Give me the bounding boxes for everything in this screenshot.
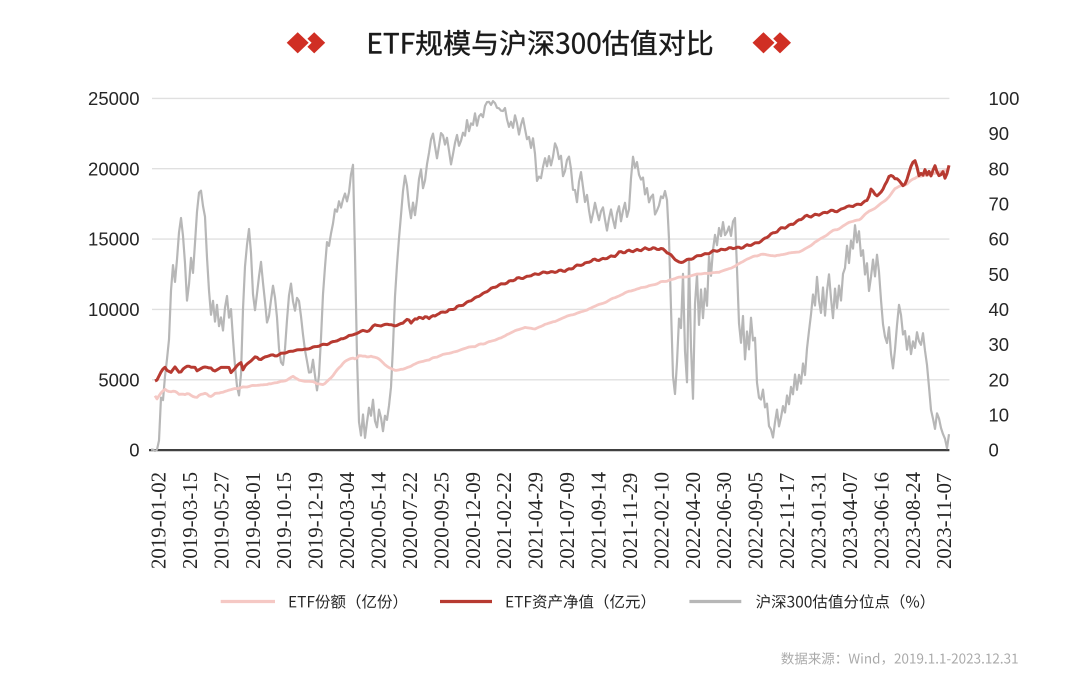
svg-text:2020-05-14: 2020-05-14 xyxy=(368,471,391,569)
svg-text:80: 80 xyxy=(989,158,1010,179)
svg-text:2020-07-22: 2020-07-22 xyxy=(399,472,422,569)
svg-text:0: 0 xyxy=(989,440,999,461)
svg-text:25000: 25000 xyxy=(88,88,139,109)
svg-text:2023-11-07: 2023-11-07 xyxy=(933,473,956,569)
svg-text:2022-04-20: 2022-04-20 xyxy=(682,472,705,569)
svg-text:2023-01-31: 2023-01-31 xyxy=(808,472,831,569)
svg-text:2021-09-14: 2021-09-14 xyxy=(588,471,611,569)
svg-text:20000: 20000 xyxy=(88,158,139,179)
svg-text:2023-08-24: 2023-08-24 xyxy=(902,471,925,569)
svg-text:2022-11-17: 2022-11-17 xyxy=(776,473,799,569)
svg-text:40: 40 xyxy=(989,299,1010,320)
svg-text:2022-02-10: 2022-02-10 xyxy=(650,472,673,569)
svg-text:2019-05-27: 2019-05-27 xyxy=(210,472,233,569)
svg-text:90: 90 xyxy=(989,123,1010,144)
svg-text:2020-12-09: 2020-12-09 xyxy=(462,472,485,569)
svg-text:2021-07-09: 2021-07-09 xyxy=(556,472,579,569)
svg-text:0: 0 xyxy=(129,440,139,461)
svg-text:5000: 5000 xyxy=(98,369,139,390)
svg-text:20: 20 xyxy=(989,369,1010,390)
svg-text:2020-03-04: 2020-03-04 xyxy=(336,471,359,569)
svg-text:2020-09-25: 2020-09-25 xyxy=(430,472,453,569)
svg-text:60: 60 xyxy=(989,229,1010,250)
svg-text:2019-08-01: 2019-08-01 xyxy=(242,472,265,569)
svg-text:2023-04-07: 2023-04-07 xyxy=(839,472,862,569)
svg-text:2019-12-19: 2019-12-19 xyxy=(305,472,328,569)
svg-text:2022-06-30: 2022-06-30 xyxy=(713,472,736,569)
svg-text:30: 30 xyxy=(989,334,1010,355)
svg-text:15000: 15000 xyxy=(88,229,139,250)
svg-text:2019-10-15: 2019-10-15 xyxy=(273,472,296,569)
svg-text:50: 50 xyxy=(989,264,1010,285)
svg-text:2021-04-29: 2021-04-29 xyxy=(525,472,548,569)
svg-text:100: 100 xyxy=(989,88,1020,109)
svg-text:2023-06-16: 2023-06-16 xyxy=(870,472,893,569)
svg-text:10000: 10000 xyxy=(88,299,139,320)
svg-text:2019-01-02: 2019-01-02 xyxy=(148,472,171,569)
svg-text:2021-11-29: 2021-11-29 xyxy=(619,473,642,569)
svg-text:10: 10 xyxy=(989,405,1010,426)
svg-text:2022-09-05: 2022-09-05 xyxy=(745,472,768,569)
svg-text:2021-02-22: 2021-02-22 xyxy=(493,472,516,569)
svg-text:2019-03-15: 2019-03-15 xyxy=(179,472,202,569)
svg-text:70: 70 xyxy=(989,194,1010,215)
